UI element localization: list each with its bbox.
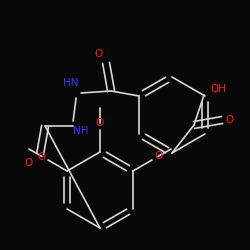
Text: O: O: [94, 49, 102, 59]
Text: O: O: [38, 152, 46, 162]
Text: O: O: [96, 118, 104, 128]
Text: O: O: [154, 152, 162, 162]
Text: O: O: [226, 115, 234, 125]
Text: NH: NH: [73, 126, 89, 136]
Text: OH: OH: [210, 84, 226, 94]
Text: HN: HN: [63, 78, 79, 88]
Text: O: O: [24, 158, 32, 168]
